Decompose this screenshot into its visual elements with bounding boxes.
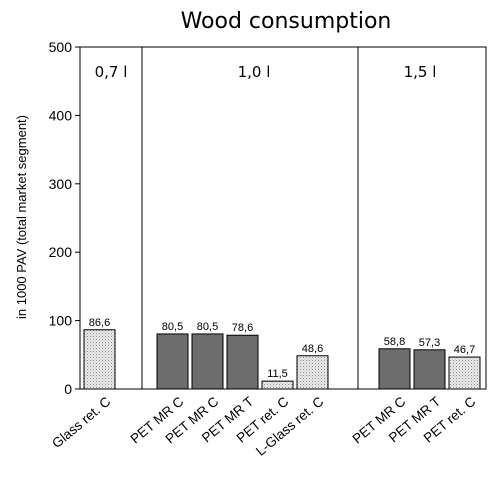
y-tick-label: 500 (49, 39, 73, 55)
group-label: 1,5 l (404, 63, 437, 81)
category-label: Glass ret. C (49, 394, 113, 451)
y-tick-label: 300 (49, 176, 73, 192)
bar (262, 381, 293, 389)
value-label: 48,6 (302, 343, 323, 355)
y-axis: 0 100 200 300 400 500 (49, 39, 80, 397)
value-label: 78,6 (232, 322, 253, 334)
group-labels: 0,7 l 1,0 l 1,5 l (95, 63, 437, 81)
value-label: 11,5 (267, 368, 288, 380)
bar (297, 356, 328, 389)
bar (227, 335, 258, 389)
y-tick-label: 100 (49, 313, 73, 329)
y-axis-label: in 1000 PAV (total market segment) (14, 115, 29, 319)
value-label: 57,3 (419, 337, 440, 349)
y-tick-label: 200 (49, 244, 73, 260)
y-tick-label: 0 (64, 381, 72, 397)
value-label: 80,5 (197, 321, 218, 333)
group-label: 0,7 l (95, 63, 128, 81)
group-label: 1,0 l (238, 63, 271, 81)
bar (414, 350, 445, 389)
bar (449, 357, 480, 389)
value-label: 80,5 (162, 321, 183, 333)
bar (157, 334, 188, 389)
bar (192, 334, 223, 389)
bar (379, 349, 410, 389)
chart-title: Wood consumption (181, 9, 392, 34)
value-label: 46,7 (454, 344, 475, 356)
bar (84, 330, 115, 389)
value-label: 58,8 (384, 336, 405, 348)
value-label: 86,6 (89, 317, 110, 329)
y-tick-label: 400 (49, 107, 73, 123)
